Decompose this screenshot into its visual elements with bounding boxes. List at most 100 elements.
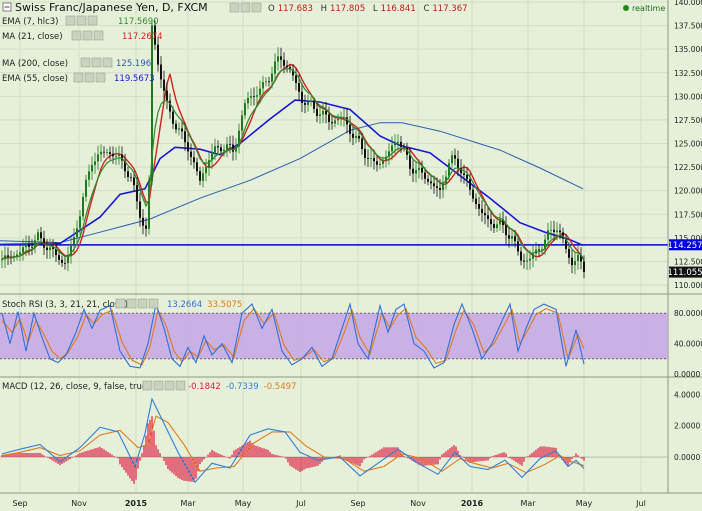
candle-body (118, 154, 120, 156)
macd-hist-bar (369, 455, 371, 457)
macd-hist-bar (123, 457, 125, 470)
macd-hist-bar (3, 454, 5, 458)
stoch-close-button[interactable] (148, 298, 159, 309)
candle-body (373, 158, 375, 162)
macd-hist-bar (103, 449, 105, 457)
candle-body (199, 171, 201, 181)
macd-more-button[interactable] (164, 380, 175, 391)
title-header-buttons (229, 2, 262, 13)
macd-hist-bar (21, 453, 23, 458)
macd-hist-bar (325, 457, 327, 460)
macd-hist-bar (445, 451, 447, 457)
indicator-close-button[interactable] (102, 57, 113, 68)
macd-hist-bar (85, 451, 87, 457)
macd-hist-bar (339, 455, 341, 457)
candle-body (181, 128, 183, 132)
indicator-legend-label[interactable]: MA (200, close) (2, 59, 68, 69)
candle-body (229, 144, 231, 145)
macd-hist-bar (31, 453, 33, 458)
macd-hist-bar (349, 457, 351, 463)
macd-hist-bar (577, 455, 579, 458)
macd-hist-bar (327, 457, 329, 459)
indicator-settings-button[interactable] (71, 30, 82, 41)
candle-body (124, 160, 126, 172)
macd-hist-bar (41, 454, 43, 458)
candle-body (247, 97, 249, 104)
chart-title[interactable]: Swiss Franc/Japanese Yen, D, FXCM (15, 1, 208, 14)
macd-hist-bar (317, 457, 319, 466)
macd-hist-bar (507, 456, 509, 458)
rsi-tick-label: 40.0000 (674, 340, 702, 349)
indicator-legend-label[interactable]: EMA (7, hlc3) (2, 17, 59, 27)
macd-hist-bar (75, 455, 77, 457)
indicator-visibility-button[interactable] (76, 15, 87, 26)
price-tick-label: 112.500 (674, 257, 702, 266)
macd-visibility-button[interactable] (153, 380, 164, 391)
price-tick-label: 140.000 (674, 0, 702, 7)
stoch-more-button[interactable] (137, 298, 148, 309)
header-settings-button[interactable] (229, 2, 240, 13)
indicator-visibility-button[interactable] (91, 57, 102, 68)
candle-body (334, 120, 336, 124)
macd-hist-bar (513, 457, 515, 461)
macd-hist-bar (125, 457, 127, 473)
candle-body (523, 260, 525, 262)
last-price-tag-text: 111.055 (667, 268, 702, 278)
indicator-legend-label[interactable]: EMA (55, close) (2, 74, 68, 84)
candle-body (70, 244, 72, 255)
indicator-visibility-button[interactable] (84, 72, 95, 83)
macd-hist-bar (275, 454, 277, 458)
macd-hist-bar (429, 457, 431, 466)
macd-hist-bar (563, 457, 565, 462)
macd-hist-bar (451, 446, 453, 458)
time-tick-label: May (235, 499, 252, 508)
time-tick-label: 2016 (461, 499, 484, 508)
candle-body (292, 69, 294, 76)
stoch-settings-button[interactable] (115, 298, 126, 309)
stoch-rsi-label[interactable]: Stoch RSI (3, 3, 21, 21, close) (2, 300, 128, 310)
candle-body (211, 152, 213, 161)
header-visibility-button[interactable] (240, 2, 251, 13)
macd-hist-bar (347, 457, 349, 462)
macd-hist-bar (27, 453, 29, 458)
candle-body (307, 101, 309, 105)
macd-hist-bar (145, 435, 147, 457)
macd-hist-bar (359, 457, 361, 467)
macd-close-button[interactable] (175, 380, 186, 391)
time-tick-label: Mar (520, 499, 536, 508)
indicator-close-button[interactable] (93, 30, 104, 41)
indicator-close-button[interactable] (87, 15, 98, 26)
candle-body (97, 154, 99, 162)
macd-hist-bar (497, 454, 499, 458)
macd-hist-bar (177, 457, 179, 478)
candle-body (106, 152, 108, 153)
indicator-visibility-button[interactable] (82, 30, 93, 41)
macd-signal-line (1, 415, 585, 474)
rsi-tick-label: 0.0000 (674, 370, 700, 379)
macd-settings-button[interactable] (142, 380, 153, 391)
time-tick-label: Sep (12, 499, 27, 508)
stoch-visibility-button[interactable] (126, 298, 137, 309)
stoch-k-value: 13.2664 (167, 300, 202, 310)
indicator-close-button[interactable] (95, 72, 106, 83)
macd-hist-bar (29, 453, 31, 458)
macd-hist-bar (83, 451, 85, 457)
macd-hist-bar (483, 457, 485, 461)
candle-body (127, 171, 129, 178)
macd-hist-bar (277, 455, 279, 458)
macd-hist-bar (471, 457, 473, 463)
indicator-settings-button[interactable] (80, 57, 91, 68)
indicator-settings-button[interactable] (65, 15, 76, 26)
candle-body (112, 153, 114, 157)
macd-hist-bar (307, 457, 309, 469)
candle-body (388, 151, 390, 157)
header-close-button[interactable] (251, 2, 262, 13)
candle-body (400, 141, 402, 147)
macd-label[interactable]: MACD (12, 26, close, 9, false, true) (2, 382, 150, 392)
gridlines (0, 0, 668, 493)
macd-hist-bar (265, 449, 267, 457)
macd-hist-bar (241, 445, 243, 457)
indicator-settings-button[interactable] (73, 72, 84, 83)
macd-hist-bar (11, 453, 13, 458)
indicator-legend-label[interactable]: MA (21, close) (2, 32, 63, 42)
